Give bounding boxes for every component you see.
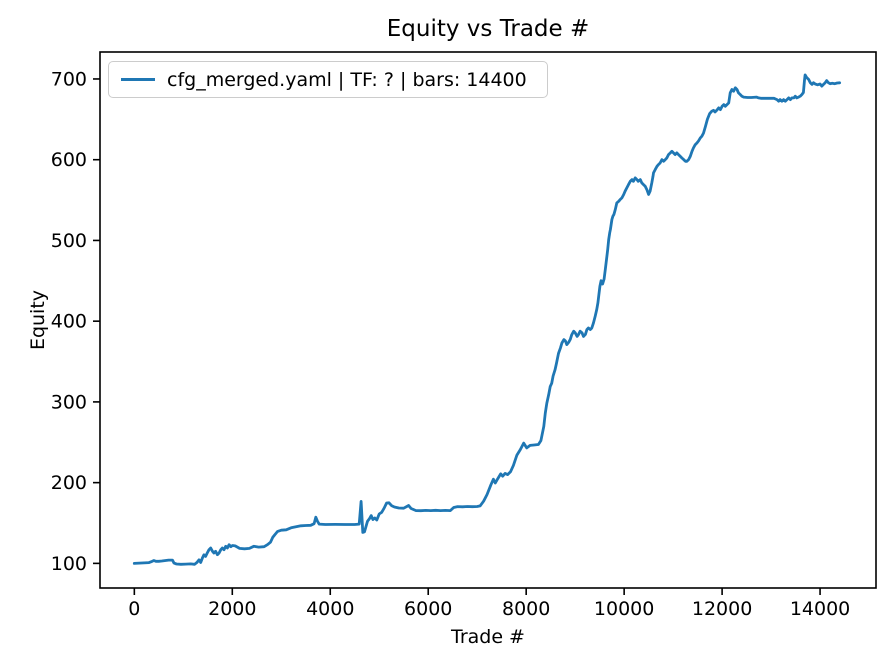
y-axis-label: Equity — [27, 289, 49, 351]
y-tick-label: 400 — [51, 311, 87, 333]
x-tick-label: 12000 — [692, 598, 752, 620]
axes-spines — [99, 51, 877, 589]
y-tick-label: 700 — [51, 68, 87, 90]
x-axis-label: Trade # — [451, 626, 525, 648]
x-tick-label: 4000 — [306, 598, 354, 620]
y-tick-label: 500 — [51, 230, 87, 252]
x-tick-label: 8000 — [502, 598, 550, 620]
legend: cfg_merged.yaml | TF: ? | bars: 14400 — [108, 61, 548, 98]
legend-label: cfg_merged.yaml | TF: ? | bars: 14400 — [167, 68, 527, 91]
y-tick-label: 200 — [51, 472, 87, 494]
y-tick-label: 100 — [51, 553, 87, 575]
chart-title: Equity vs Trade # — [386, 16, 590, 42]
equity-curve — [132, 73, 842, 566]
x-tick-label: 14000 — [790, 598, 850, 620]
x-tick-label: 0 — [128, 598, 140, 620]
x-tick-label: 10000 — [594, 598, 654, 620]
legend-line-swatch — [121, 78, 155, 81]
x-tick-label: 2000 — [208, 598, 256, 620]
y-tick-label: 600 — [51, 149, 87, 171]
y-tick-label: 300 — [51, 391, 87, 413]
x-tick-label: 6000 — [404, 598, 452, 620]
